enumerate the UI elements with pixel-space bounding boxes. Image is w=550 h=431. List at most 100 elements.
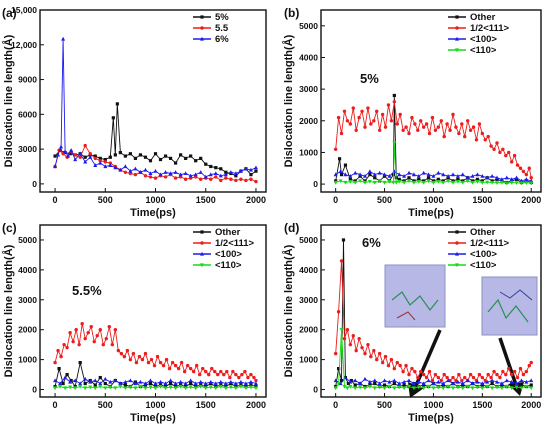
legend-marker <box>455 230 459 234</box>
series-group <box>53 36 258 184</box>
data-point-110 <box>499 180 504 185</box>
data-point-110 <box>213 386 218 391</box>
data-point-100 <box>363 173 367 178</box>
data-point-110 <box>426 179 431 184</box>
data-point-5-5 <box>98 159 102 163</box>
data-point-1-2-111 <box>498 150 502 155</box>
data-point-100 <box>208 379 213 384</box>
data-point-110 <box>509 180 514 185</box>
data-point-1-2-111 <box>98 327 102 332</box>
legend-label: <100> <box>470 34 497 45</box>
data-point-5-5 <box>173 176 178 180</box>
data-point-110 <box>519 181 524 186</box>
legend-marker <box>200 15 204 19</box>
data-point-100 <box>509 379 514 384</box>
data-point-other <box>78 361 82 365</box>
data-point-110 <box>342 384 347 389</box>
data-point-1-2-111 <box>468 128 473 132</box>
data-point-110 <box>465 384 470 389</box>
inset-dislocation-lines <box>396 311 416 321</box>
data-point-100 <box>93 378 98 383</box>
y-tick-label: 15,000 <box>11 5 37 15</box>
data-point-100 <box>485 175 490 180</box>
data-point-1-2-111 <box>407 131 411 136</box>
data-point-100 <box>218 379 223 384</box>
data-point-100 <box>163 381 168 386</box>
data-point-110 <box>431 386 436 391</box>
data-point-1-2-111 <box>480 375 485 380</box>
y-tick-label: 5000 <box>18 235 37 245</box>
data-point-1-2-111 <box>480 131 485 136</box>
legend-label: Other <box>470 12 496 23</box>
data-point-110 <box>504 181 509 186</box>
data-point-other <box>529 383 533 387</box>
data-point-110 <box>163 386 168 391</box>
data-point-100 <box>392 378 397 383</box>
data-point-1-2-111 <box>407 372 411 377</box>
data-point-1-2-111 <box>375 357 379 362</box>
data-point-5 <box>184 156 188 160</box>
data-point-1-2-111 <box>59 354 63 359</box>
data-point-1-2-111 <box>80 322 84 326</box>
y-tick-label: 0 <box>32 385 37 395</box>
data-point-1-2-111 <box>515 375 520 380</box>
data-point-1-2-111 <box>527 166 531 170</box>
data-point-100 <box>78 381 83 386</box>
data-point-100 <box>524 177 529 181</box>
legend-label: 5.5 <box>215 23 229 34</box>
data-point-100 <box>407 378 411 383</box>
data-point-6 <box>228 170 233 174</box>
data-point-6 <box>143 167 148 172</box>
data-point-100 <box>108 379 113 384</box>
data-point-1-2-111 <box>164 357 169 362</box>
data-point-110 <box>509 386 514 391</box>
data-point-6 <box>59 144 64 149</box>
data-point-1-2-111 <box>442 134 446 139</box>
data-point-5 <box>133 156 138 160</box>
data-point-5 <box>115 102 119 106</box>
x-axis-label: Time(ps) <box>408 207 454 219</box>
data-point-1-2-111 <box>143 351 148 356</box>
x-tick-label: 1500 <box>196 195 216 205</box>
data-point-100 <box>73 378 78 383</box>
data-point-100 <box>397 172 402 177</box>
data-point-1-2-111 <box>419 119 423 123</box>
data-point-1-2-111 <box>392 100 397 104</box>
data-point-1-2-111 <box>339 259 344 263</box>
data-point-5 <box>118 150 122 155</box>
data-point-1-2-111 <box>501 369 505 374</box>
data-point-6 <box>193 172 198 177</box>
data-point-1-2-111 <box>486 134 490 139</box>
data-point-100 <box>485 379 490 384</box>
data-point-1-2-111 <box>504 153 508 158</box>
data-point-100 <box>53 378 58 383</box>
legend-label: 5% <box>215 12 229 23</box>
data-point-1-2-111 <box>398 363 402 368</box>
data-point-other <box>373 176 377 180</box>
data-point-5 <box>98 156 102 160</box>
x-tick-label: 1000 <box>423 195 443 205</box>
x-tick-label: 500 <box>98 195 113 205</box>
inset-image-left <box>384 264 446 328</box>
data-point-5-5 <box>103 160 107 164</box>
legend-marker <box>455 241 459 245</box>
data-point-110 <box>128 385 133 390</box>
data-point-110 <box>223 386 228 391</box>
legend-marker <box>200 36 204 41</box>
data-point-other <box>397 177 401 181</box>
data-point-110 <box>382 180 387 185</box>
x-tick-label: 1000 <box>423 400 443 410</box>
data-point-5-5 <box>219 178 223 183</box>
data-point-1-2-111 <box>342 336 347 341</box>
data-point-110 <box>68 385 73 390</box>
data-point-100 <box>338 169 343 174</box>
data-point-1-2-111 <box>424 122 429 126</box>
data-point-110 <box>514 181 519 186</box>
y-axis-label: Dislocation line length(Å) <box>2 34 15 167</box>
x-tick-label: 2000 <box>246 400 266 410</box>
data-point-100 <box>407 170 411 175</box>
data-point-1-2-111 <box>529 176 533 180</box>
data-point-110 <box>208 385 213 390</box>
data-point-110 <box>480 386 485 391</box>
data-point-1-2-111 <box>504 372 508 377</box>
